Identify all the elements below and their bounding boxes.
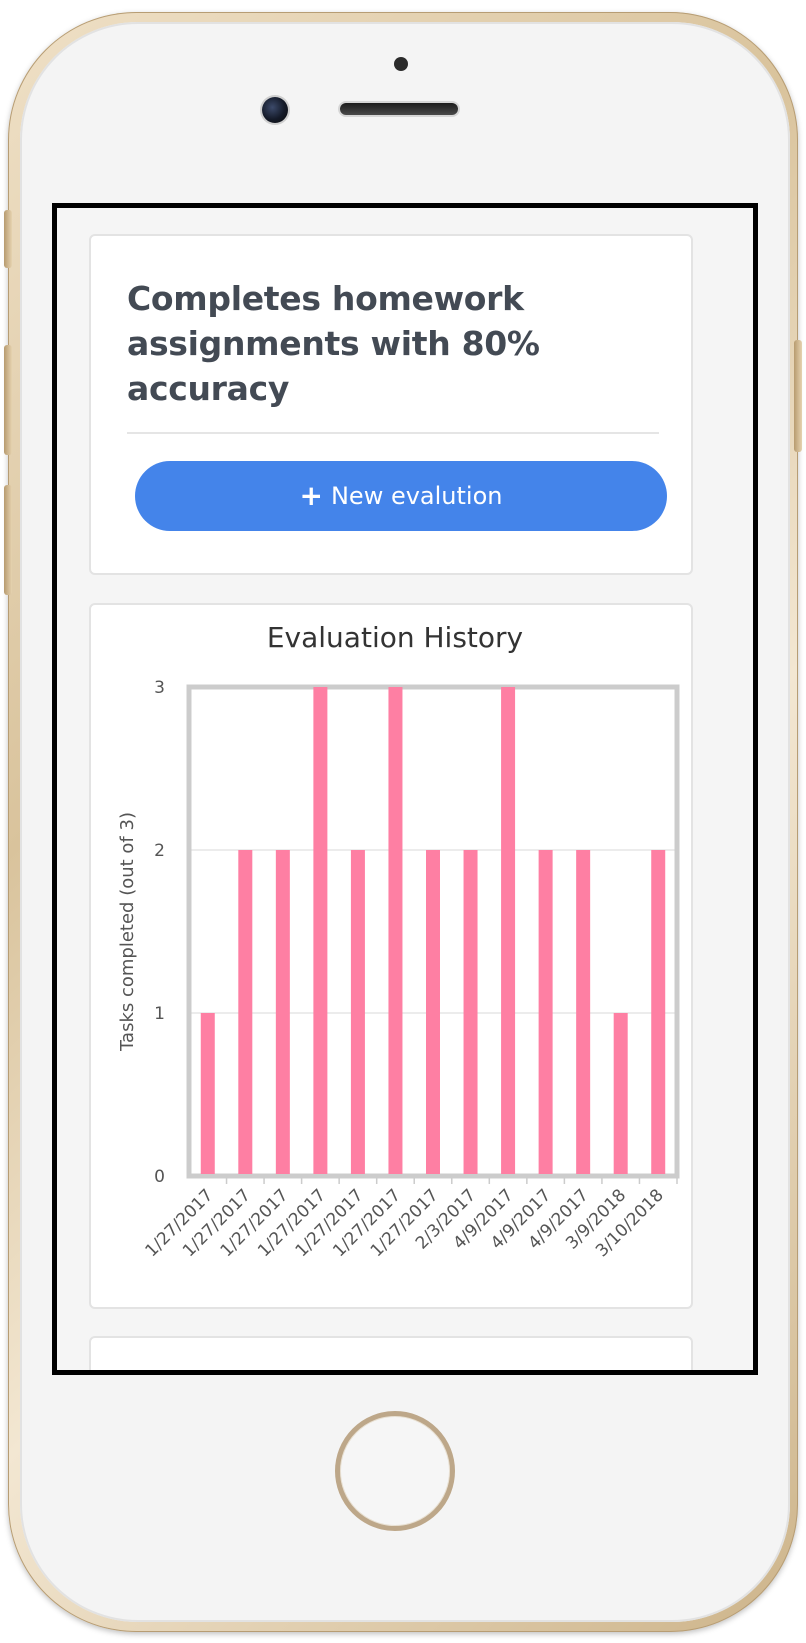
- chart-bars: [200, 687, 666, 1174]
- next-card: [89, 1336, 693, 1370]
- bar[interactable]: [388, 687, 403, 1174]
- bar[interactable]: [538, 850, 553, 1174]
- evaluation-history-card: Evaluation History 0 1 2 3 1/27/2017 1/27/20…: [89, 603, 693, 1309]
- y-tick-label: 1: [154, 1004, 165, 1024]
- bar[interactable]: [576, 850, 591, 1174]
- bar[interactable]: [275, 850, 290, 1174]
- y-tick-label: 2: [154, 841, 165, 861]
- y-tick-label: 0: [154, 1167, 165, 1187]
- bar[interactable]: [651, 850, 666, 1174]
- volume-down-button: [4, 485, 12, 595]
- bar[interactable]: [426, 850, 440, 1174]
- bar[interactable]: [238, 850, 253, 1174]
- proximity-sensor: [394, 57, 408, 71]
- bar[interactable]: [200, 1013, 215, 1174]
- plot-area-frame: [186, 684, 680, 1179]
- bar[interactable]: [501, 687, 516, 1174]
- power-button: [794, 340, 802, 452]
- bar[interactable]: [350, 850, 365, 1174]
- y-axis-title: Tasks completed (out of 3): [117, 812, 138, 1052]
- bar[interactable]: [613, 1013, 628, 1174]
- mute-switch: [4, 210, 12, 268]
- goal-card: Completes homework assignments with 80% …: [89, 234, 693, 575]
- new-evaluation-label: New evalution: [330, 482, 503, 510]
- x-axis-ticks: 1/27/20171/27/20171/27/20171/27/20171/27…: [142, 1176, 678, 1261]
- home-button[interactable]: [335, 1411, 455, 1531]
- phone-screen: Completes homework assignments with 80% …: [52, 203, 758, 1375]
- new-evaluation-button[interactable]: + New evalution: [135, 461, 667, 531]
- bar[interactable]: [313, 687, 328, 1174]
- evaluation-history-chart: Evaluation History 0 1 2 3 1/27/20171/27/20…: [117, 621, 680, 1261]
- y-axis-ticks: 0 1 2 3: [154, 678, 165, 1187]
- divider: [127, 432, 659, 434]
- chart-title: Evaluation History: [267, 621, 523, 654]
- plus-icon: +: [299, 479, 323, 512]
- y-tick-label: 3: [154, 678, 165, 698]
- volume-up-button: [4, 345, 12, 455]
- goal-title: Completes homework assignments with 80% …: [127, 279, 540, 408]
- bar[interactable]: [463, 850, 478, 1174]
- front-camera-icon: [262, 97, 288, 123]
- earpiece-speaker: [340, 103, 458, 115]
